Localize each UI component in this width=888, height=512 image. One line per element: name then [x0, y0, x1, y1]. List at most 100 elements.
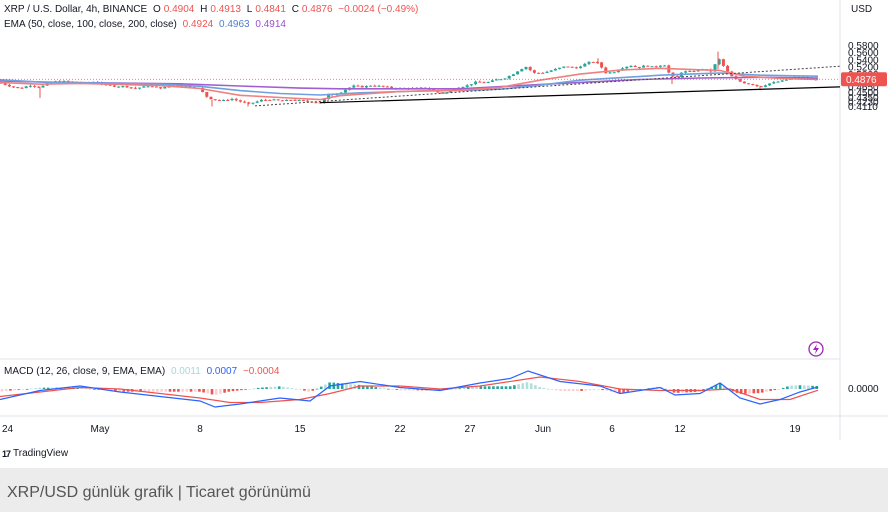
x-tick-label: 15 — [294, 424, 306, 435]
tradingview-brand[interactable]: 17 TradingView — [2, 448, 68, 459]
candle-body — [726, 65, 730, 72]
change-value: −0.0024 (−0.49%) — [338, 4, 419, 15]
macd-histogram-bar — [471, 387, 474, 389]
macd-histogram-bar — [739, 389, 743, 394]
macd-histogram-bar — [475, 386, 478, 389]
candle-body — [490, 80, 494, 82]
macd-histogram-bar — [189, 389, 193, 392]
candle-body — [604, 67, 608, 74]
candle-body — [684, 71, 688, 73]
macd-histogram-bar — [517, 384, 520, 389]
price-tick-label: 0.4110 — [848, 102, 878, 113]
price-tick-label: 0.5800 — [848, 41, 879, 52]
macd-histogram-bar — [324, 384, 327, 389]
macd-histogram-bar — [521, 383, 525, 389]
macd-histogram-bar — [357, 384, 361, 389]
macd-histogram-bar — [450, 389, 453, 390]
candle-body — [222, 99, 226, 101]
macd-histogram-bar — [777, 389, 781, 390]
x-tick-label: May — [91, 424, 110, 435]
candle-body — [755, 84, 759, 87]
candle-body — [138, 87, 142, 89]
candle-body — [591, 62, 595, 64]
low-label: L — [246, 4, 253, 15]
candle-body — [381, 85, 385, 87]
macd-histogram-bar — [668, 389, 672, 391]
candle-body — [562, 66, 566, 68]
brand-name: TradingView — [13, 448, 69, 459]
candle-body — [238, 100, 242, 102]
candle-body — [747, 83, 751, 85]
x-tick-label: 24 — [2, 424, 14, 435]
x-tick-label: 12 — [674, 424, 686, 435]
macd-histogram-bar — [261, 387, 264, 389]
macd-histogram-bar — [223, 389, 226, 393]
macd-histogram-bar — [206, 389, 210, 394]
macd-histogram-bar — [576, 389, 579, 392]
candle-body — [37, 86, 41, 88]
macd-histogram-bar — [403, 389, 407, 391]
macd-histogram-bar — [240, 389, 243, 391]
macd-histogram-bar — [139, 389, 142, 392]
candle-body — [285, 99, 289, 101]
macd-histogram-bar — [483, 386, 487, 389]
macd-legend: MACD (12, 26, close, 9, EMA, EMA) 0.0011… — [4, 366, 282, 377]
candle-body — [629, 65, 633, 67]
symbol-legend: XRP / U.S. Dollar, 4h, BINANCE O 0.4904 H… — [4, 4, 421, 15]
candle-body — [234, 98, 238, 101]
ema50-value: 0.4924 — [182, 19, 214, 30]
macd-histogram-bar — [790, 385, 793, 389]
symbol-name: XRP / U.S. Dollar, 4h, BINANCE — [4, 4, 148, 15]
macd-histogram-bar — [773, 389, 777, 391]
candle-body — [297, 100, 301, 102]
macd-histogram-bar — [46, 387, 50, 389]
candle-body — [440, 92, 444, 94]
macd-histogram-bar — [336, 382, 340, 389]
candle-body — [20, 87, 24, 89]
macd-histogram-bar — [408, 389, 411, 391]
macd-histogram-bar — [760, 389, 764, 393]
macd-histogram-bar — [34, 388, 37, 389]
candle-body — [163, 86, 167, 89]
macd-histogram-bar — [500, 386, 504, 389]
macd-histogram-bar — [269, 386, 273, 389]
macd-histogram-bar — [496, 386, 499, 389]
high-value: 0.4913 — [210, 4, 241, 15]
macd-histogram-bar — [555, 389, 558, 391]
candle-body — [16, 87, 20, 89]
macd-histogram-bar — [244, 389, 247, 390]
candle-body — [646, 65, 650, 67]
high-label: H — [200, 4, 208, 15]
candle-body — [108, 84, 112, 86]
candle-body — [125, 86, 129, 88]
macd-histogram-bar — [164, 389, 168, 392]
candle-body — [343, 89, 347, 93]
macd-histogram-bar — [454, 388, 457, 390]
candle-body — [12, 86, 16, 88]
candle-body — [356, 85, 360, 87]
macd-histogram-bar — [4, 389, 8, 392]
macd-histogram-bar — [744, 389, 747, 394]
price-tick-label: 0.4230 — [848, 98, 879, 109]
macd-histogram-bar — [63, 387, 67, 389]
candle-body — [600, 62, 604, 68]
macd-histogram-bar — [80, 387, 84, 389]
macd-histogram-bar — [387, 388, 390, 390]
macd-histogram-bar — [277, 386, 281, 389]
candle-body — [751, 84, 755, 86]
macd-histogram-bar — [567, 389, 571, 392]
macd-histogram-bar — [580, 389, 583, 391]
candle-body — [532, 70, 536, 73]
macd-histogram-bar — [84, 388, 88, 390]
macd-histogram-bar — [298, 389, 302, 390]
candle-body — [541, 72, 545, 74]
macd-histogram-bar — [370, 386, 373, 389]
candle-body — [33, 85, 37, 87]
x-tick-label: 6 — [609, 424, 615, 435]
macd-histogram-bar — [412, 389, 415, 391]
macd-histogram-bar — [542, 387, 546, 389]
macd-histogram-bar — [529, 383, 533, 389]
candle-body — [28, 85, 32, 87]
price-tick-label: 0.4650 — [848, 82, 879, 93]
candle-body — [213, 99, 217, 101]
